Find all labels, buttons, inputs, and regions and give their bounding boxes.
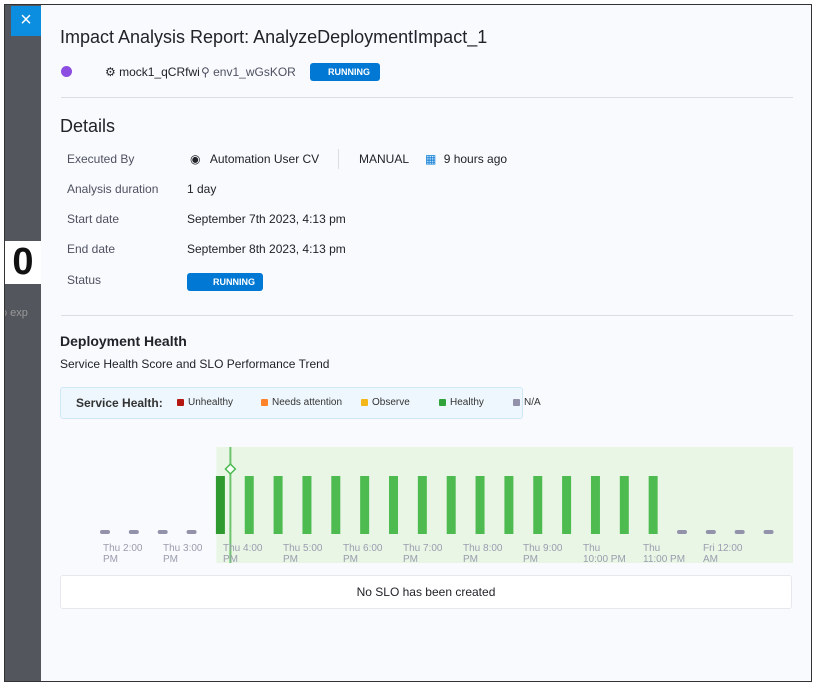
fragment: o exp bbox=[5, 307, 28, 319]
legend: Service Health: Unhealthy Needs attention… bbox=[60, 387, 541, 419]
x-tick-label: Thu 2:00 PM bbox=[103, 543, 143, 565]
title: Impact Analysis Report: AnalyzeDeploymen… bbox=[60, 27, 488, 47]
legend-label: Needs attention bbox=[272, 397, 343, 408]
na-bar bbox=[677, 530, 687, 534]
x-tick-label: Thu 3:00 PM bbox=[163, 543, 203, 565]
background-page: 0 o exp bbox=[5, 5, 41, 681]
bar bbox=[360, 476, 370, 534]
bar bbox=[389, 476, 398, 534]
health-chart bbox=[100, 447, 793, 563]
env: env1_wGsKOR bbox=[213, 65, 296, 79]
trigger: MANUAL bbox=[359, 152, 410, 166]
x-tick-label: Thu 7:00 PM bbox=[403, 543, 443, 565]
bar bbox=[562, 476, 572, 534]
x-tick-label: Thu 10:00 PM bbox=[583, 543, 626, 565]
legend-label: Observe bbox=[372, 397, 410, 408]
value: September 7th 2023, 4:13 pm bbox=[187, 212, 346, 226]
time-text: 9 hours ago bbox=[443, 152, 508, 166]
user-name: Automation User CV bbox=[209, 152, 320, 166]
close-button[interactable]: × bbox=[11, 6, 41, 36]
section-title: Deployment Health bbox=[60, 333, 187, 349]
screen: 0 o exp × Impact Analysis Report: Analyz… bbox=[4, 4, 812, 682]
status-pill: RUNNING bbox=[187, 273, 263, 291]
na-bar bbox=[705, 530, 716, 534]
big-number: 0 bbox=[5, 241, 41, 284]
subtitle: Service Health Score and SLO Performance… bbox=[60, 357, 330, 371]
user: ◉ Automation User CV bbox=[190, 152, 320, 166]
legend-label: N/A bbox=[524, 397, 541, 408]
na-bar bbox=[100, 530, 110, 534]
slo-message: No SLO has been created bbox=[60, 575, 792, 609]
legend-label: Healthy bbox=[450, 397, 484, 408]
bar bbox=[504, 476, 514, 534]
x-tick-label: Thu 6:00 PM bbox=[343, 543, 383, 565]
legend-swatch bbox=[361, 399, 368, 406]
bar bbox=[475, 476, 485, 534]
bar bbox=[273, 476, 283, 534]
env-tag: ⚲ env1_wGsKOR bbox=[201, 65, 296, 79]
label: Executed By bbox=[67, 152, 135, 166]
x-tick-label: Thu 4:00 PM bbox=[223, 543, 263, 565]
bar bbox=[417, 476, 427, 534]
label: Analysis duration bbox=[67, 182, 159, 196]
details-title: Details bbox=[60, 116, 116, 136]
hover-marker bbox=[224, 462, 237, 476]
divider bbox=[61, 97, 793, 98]
x-tick-label: Fri 12:00 AM bbox=[703, 543, 743, 565]
status-pill: RUNNING bbox=[310, 63, 380, 81]
time: ▦ 9 hours ago bbox=[425, 152, 508, 166]
legend-label: Unhealthy bbox=[188, 397, 234, 408]
x-tick-label: Thu 8:00 PM bbox=[463, 543, 503, 565]
legend-title: Service Health: bbox=[76, 396, 163, 410]
bar bbox=[619, 476, 629, 534]
bar bbox=[331, 476, 341, 534]
na-bar bbox=[734, 530, 745, 534]
divider bbox=[61, 315, 793, 316]
na-bar bbox=[186, 530, 197, 534]
bar bbox=[533, 476, 543, 534]
service-tag: ⚙ mock1_qCRfwi bbox=[105, 65, 200, 79]
report-panel: Impact Analysis Report: AnalyzeDeploymen… bbox=[41, 5, 811, 681]
legend-swatch bbox=[439, 399, 446, 406]
bar bbox=[244, 476, 254, 534]
label: End date bbox=[67, 242, 116, 256]
bar bbox=[446, 476, 456, 534]
label: Status bbox=[67, 273, 102, 287]
sep bbox=[338, 149, 339, 169]
bar bbox=[215, 476, 225, 534]
bar bbox=[648, 476, 658, 534]
na-bar bbox=[157, 530, 168, 534]
x-tick-label: Thu 11:00 PM bbox=[643, 543, 686, 565]
na-bar bbox=[128, 530, 139, 534]
legend-swatch bbox=[513, 399, 520, 406]
value: September 8th 2023, 4:13 pm bbox=[187, 242, 346, 256]
x-tick-label: Thu 5:00 PM bbox=[283, 543, 323, 565]
legend-swatch bbox=[177, 399, 184, 406]
na-bar bbox=[763, 530, 774, 534]
icon bbox=[61, 66, 72, 77]
legend-swatch bbox=[261, 399, 268, 406]
label: Start date bbox=[67, 212, 120, 226]
x-tick-label: Thu 9:00 PM bbox=[523, 543, 563, 565]
bar bbox=[590, 476, 600, 534]
service: mock1_qCRfwi bbox=[119, 65, 200, 79]
value: 1 day bbox=[187, 182, 217, 196]
bar bbox=[302, 476, 312, 534]
